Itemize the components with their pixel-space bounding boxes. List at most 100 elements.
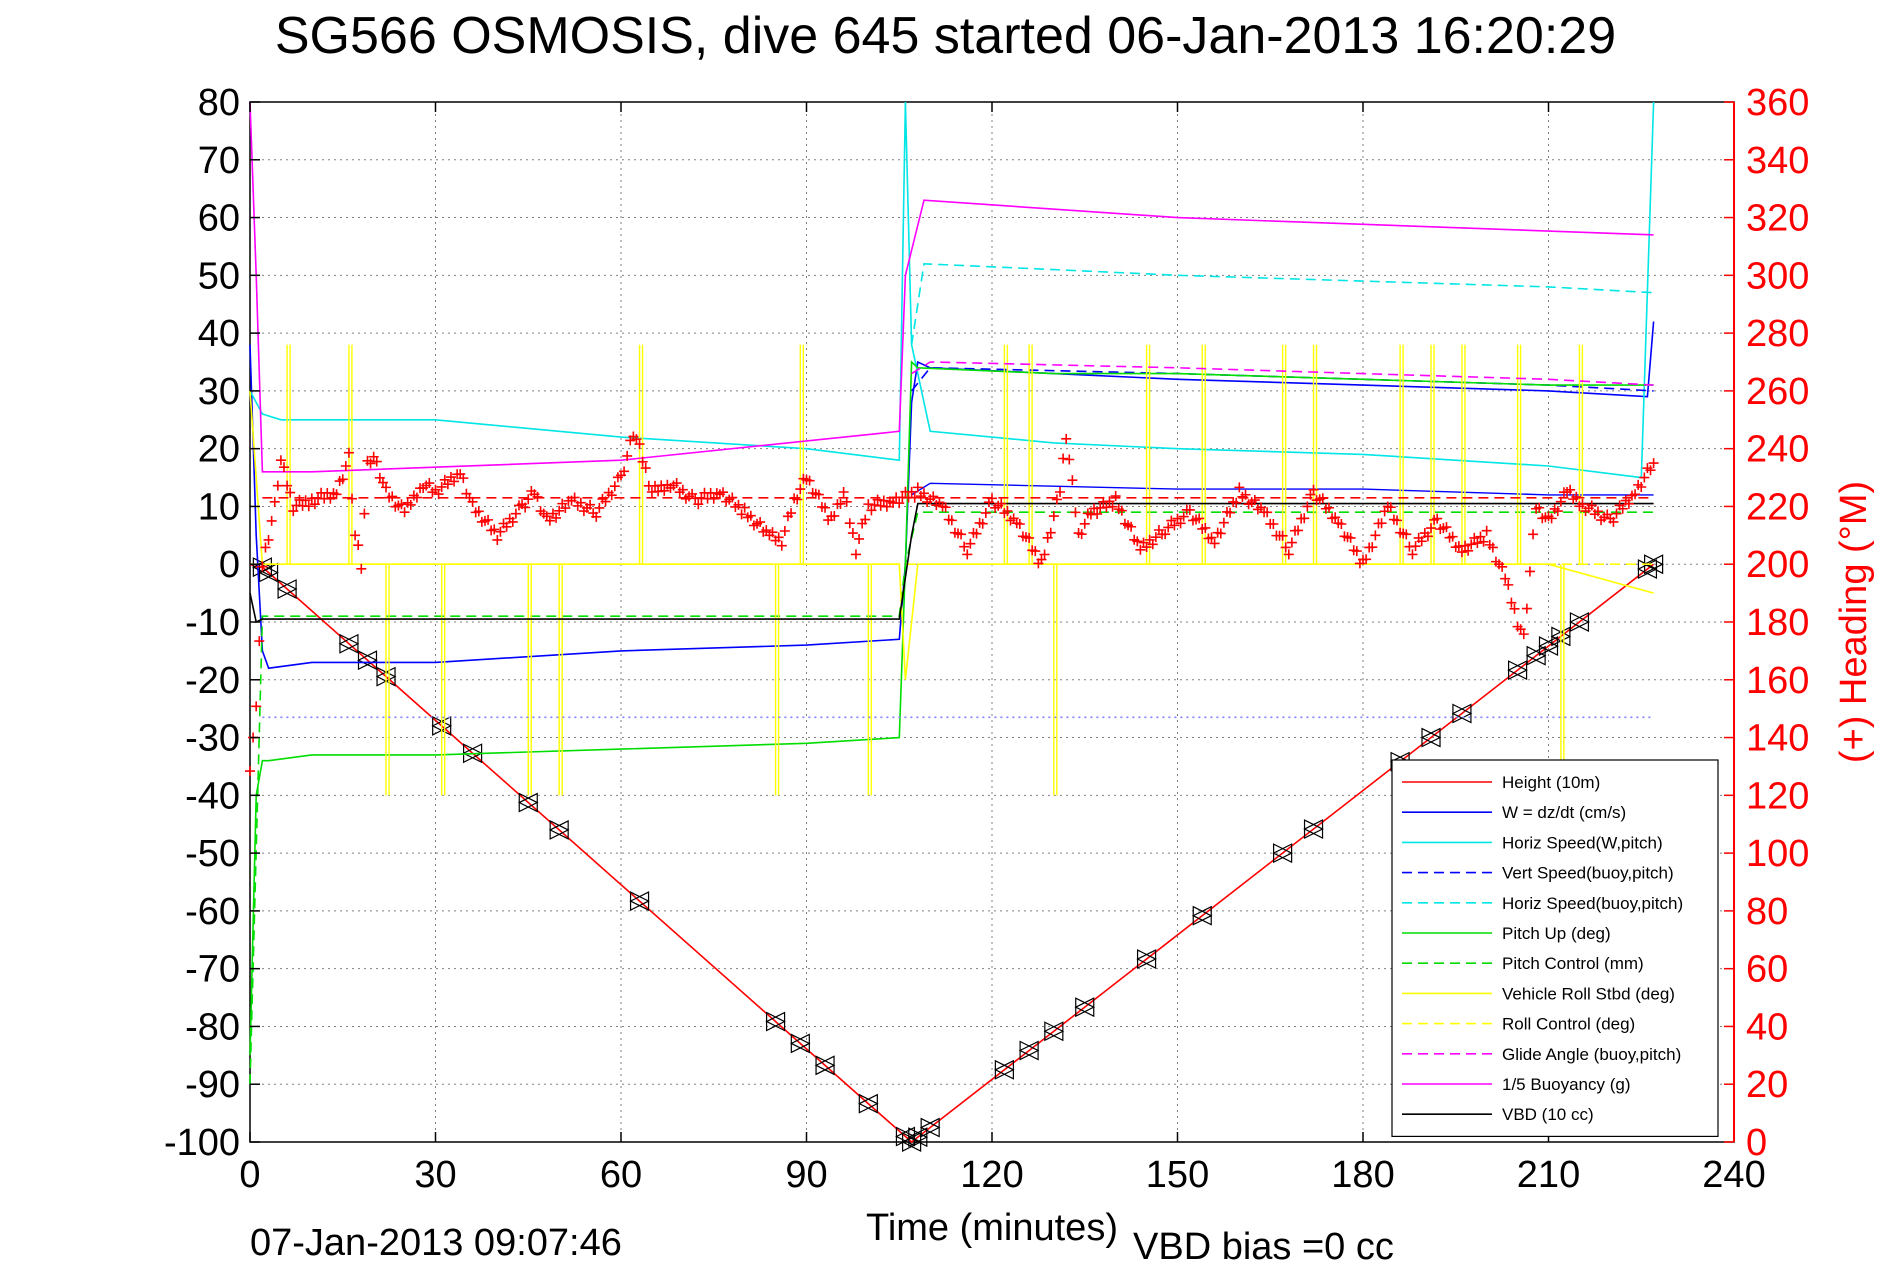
heading-point bbox=[860, 514, 871, 525]
heading-point bbox=[1376, 518, 1387, 529]
heading-point bbox=[850, 549, 861, 560]
height-marker bbox=[1538, 636, 1559, 657]
legend-entry: Vert Speed(buoy,pitch) bbox=[1502, 864, 1674, 883]
heading-point bbox=[1045, 527, 1056, 538]
heading-point bbox=[1231, 497, 1242, 508]
heading-point bbox=[1070, 507, 1081, 518]
x-tick-label: 0 bbox=[239, 1154, 260, 1196]
y2-tick-label: 100 bbox=[1746, 833, 1809, 875]
height-marker bbox=[1569, 612, 1590, 632]
heading-point bbox=[1092, 508, 1103, 519]
heading-point bbox=[779, 526, 790, 536]
height-marker bbox=[1191, 905, 1213, 926]
heading-point bbox=[733, 499, 744, 510]
heading-point bbox=[1546, 513, 1557, 524]
height-marker bbox=[1136, 949, 1157, 970]
heading-point bbox=[1200, 522, 1211, 533]
marker-triangle-left bbox=[1074, 997, 1095, 1018]
marker-triangle-left bbox=[1525, 645, 1546, 666]
y-tick-label: 30 bbox=[198, 371, 240, 413]
heading-point bbox=[399, 507, 410, 518]
heading-point bbox=[1234, 482, 1245, 493]
heading-point bbox=[1636, 481, 1647, 492]
heading-point bbox=[1215, 528, 1226, 539]
heading-point bbox=[1524, 566, 1535, 577]
heading-point bbox=[275, 455, 286, 466]
legend-entry: Roll Control (deg) bbox=[1502, 1015, 1635, 1034]
height-marker bbox=[1018, 1040, 1040, 1061]
heading-point bbox=[1623, 498, 1634, 509]
heading-point bbox=[671, 478, 682, 489]
heading-point bbox=[272, 480, 283, 491]
heading-point bbox=[1518, 629, 1529, 640]
heading-point bbox=[337, 474, 348, 485]
height-marker bbox=[548, 819, 570, 840]
heading-point bbox=[847, 528, 858, 539]
heading-point bbox=[1509, 603, 1520, 614]
height-marker bbox=[1525, 645, 1547, 666]
heading-point bbox=[1469, 532, 1480, 543]
heading-point bbox=[1441, 522, 1452, 533]
series-1-5-buoyancy-g bbox=[249, 101, 1654, 473]
heading-point bbox=[303, 501, 314, 512]
heading-point bbox=[1175, 518, 1186, 529]
marker-triangle-left bbox=[994, 1059, 1014, 1080]
heading-point bbox=[309, 499, 320, 510]
heading-point bbox=[489, 524, 500, 535]
heading-point bbox=[1361, 554, 1372, 565]
heading-point bbox=[353, 540, 364, 551]
y2-tick-label: 240 bbox=[1746, 429, 1809, 471]
heading-point bbox=[1308, 484, 1319, 495]
heading-point bbox=[1277, 530, 1288, 541]
heading-point bbox=[325, 493, 336, 504]
heading-point bbox=[1048, 511, 1059, 522]
height-marker bbox=[276, 579, 298, 599]
y-tick-label: 10 bbox=[198, 486, 240, 528]
heading-point bbox=[606, 490, 617, 501]
heading-point bbox=[940, 502, 951, 513]
heading-point bbox=[495, 526, 506, 537]
heading-point bbox=[1132, 536, 1143, 547]
series-glide-angle-buoy-pitch bbox=[911, 361, 1654, 386]
heading-point bbox=[523, 494, 534, 505]
heading-point bbox=[442, 479, 453, 490]
heading-point bbox=[1487, 542, 1498, 553]
marker-triangle-left bbox=[1303, 819, 1324, 840]
heading-point bbox=[637, 456, 648, 467]
y2-tick-label: 120 bbox=[1746, 775, 1809, 817]
heading-point bbox=[906, 486, 917, 497]
series-vehicle-roll-stbd-deg bbox=[249, 390, 1654, 680]
heading-point bbox=[869, 500, 880, 510]
y2-tick-label: 360 bbox=[1746, 82, 1809, 124]
heading-point bbox=[820, 502, 831, 513]
heading-point bbox=[659, 485, 670, 496]
heading-point bbox=[575, 497, 586, 508]
legend-entry: W = dz/dt (cm/s) bbox=[1502, 803, 1626, 822]
heading-point bbox=[959, 541, 970, 552]
heading-point bbox=[1552, 506, 1563, 517]
heading-point bbox=[1521, 603, 1532, 614]
heading-point bbox=[411, 492, 422, 503]
height-marker bbox=[919, 1117, 941, 1138]
heading-point bbox=[569, 492, 580, 503]
marker-triangle-left bbox=[857, 1093, 878, 1114]
y-tick-label: 20 bbox=[198, 429, 240, 471]
heading-point bbox=[396, 499, 407, 510]
heading-point bbox=[1141, 542, 1152, 553]
marker-triangle-left bbox=[357, 650, 378, 671]
heading-point bbox=[1206, 532, 1217, 543]
heading-point bbox=[835, 498, 846, 509]
heading-point bbox=[786, 508, 797, 519]
height-marker bbox=[258, 562, 279, 583]
marker-triangle-left bbox=[901, 1132, 922, 1152]
heading-point bbox=[1645, 465, 1656, 476]
x-tick-label: 150 bbox=[1146, 1154, 1209, 1196]
heading-point bbox=[1565, 484, 1576, 495]
heading-point bbox=[269, 496, 280, 507]
heading-point bbox=[677, 484, 688, 495]
height-marker bbox=[517, 792, 539, 813]
heading-point bbox=[1061, 433, 1072, 444]
heading-point bbox=[1617, 503, 1628, 514]
heading-point bbox=[1330, 512, 1341, 523]
heading-point bbox=[340, 461, 351, 471]
